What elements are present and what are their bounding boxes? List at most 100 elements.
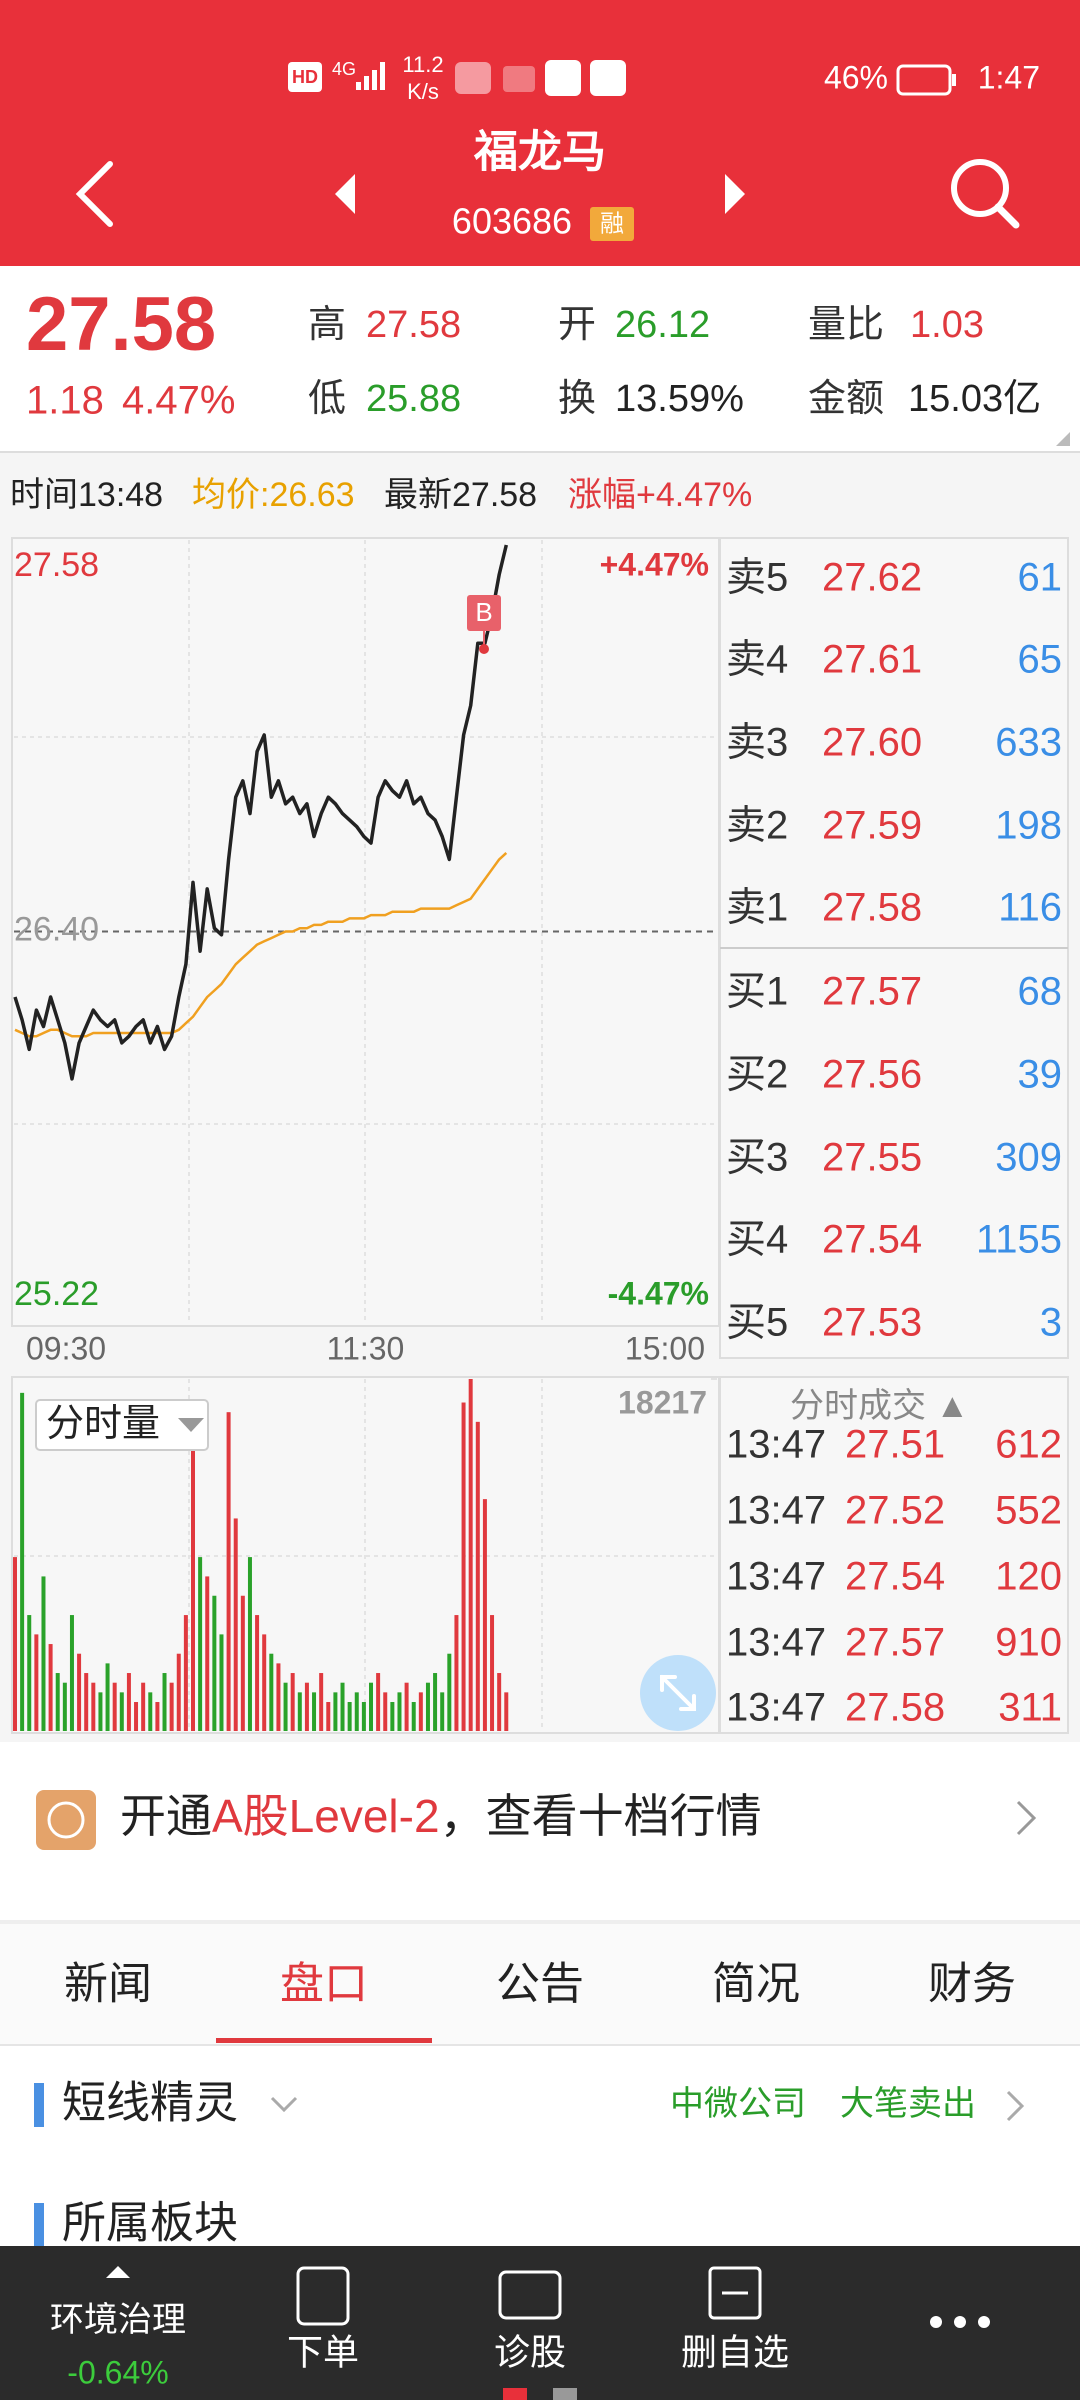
stat-value: 27.58 <box>366 304 461 346</box>
prev-stock[interactable] <box>335 174 355 214</box>
search-button[interactable] <box>951 159 1020 229</box>
volume-bar <box>262 1634 267 1731</box>
status-time: 1:47 <box>978 59 1040 95</box>
volume-bar <box>112 1682 117 1731</box>
volume-bar <box>376 1673 381 1731</box>
margin-badge: 融 <box>600 210 624 237</box>
volume-bar <box>490 1615 495 1731</box>
y-tick-label: 25.22 <box>14 1275 99 1313</box>
section-toggle[interactable] <box>270 2096 298 2113</box>
info-change: 涨幅+4.47% <box>568 476 752 514</box>
volume-bar <box>134 1702 139 1731</box>
volume-bar <box>397 1692 402 1731</box>
section-signal[interactable]: 大笔卖出 <box>840 2085 976 2123</box>
tab[interactable]: 公告 <box>496 1960 584 2009</box>
banner-text: 开通A股Level-2，查看十档行情 <box>120 1790 762 1842</box>
trade-time: 13:47 <box>726 1555 826 1599</box>
tab[interactable]: 简况 <box>712 1960 800 2009</box>
book-volume: 309 <box>995 1136 1062 1180</box>
book-level: 买4 <box>726 1218 788 1262</box>
book-price: 27.53 <box>822 1301 922 1345</box>
book-volume: 116 <box>998 886 1062 930</box>
volume-bar <box>69 1615 74 1731</box>
stat-label: 开 <box>558 304 596 346</box>
section-company[interactable]: 中微公司 <box>670 2085 806 2123</box>
next-stock[interactable] <box>725 174 745 214</box>
book-level: 买1 <box>726 970 788 1014</box>
book-volume: 65 <box>1018 638 1063 682</box>
section-bar <box>34 2203 44 2247</box>
volume-bar <box>383 1692 388 1731</box>
x-tick-label: 11:30 <box>327 1330 405 1366</box>
back-button[interactable] <box>75 161 113 227</box>
stat-value: 1.03 <box>910 304 984 346</box>
volume-bar <box>333 1692 338 1731</box>
trade-volume: 910 <box>995 1621 1062 1665</box>
quote-stats: 高 27.58 开 26.12 量比 1.03 低 25.88 换 13.59%… <box>308 304 1041 420</box>
volume-bar <box>191 1441 195 1731</box>
volume-bar <box>340 1682 345 1731</box>
volume-bar <box>276 1663 281 1731</box>
info-time: 时间13:48 <box>10 476 163 514</box>
tab-bar-bg <box>0 1924 1080 2045</box>
section-title[interactable]: 短线精灵 <box>62 2079 238 2128</box>
stock-name: 福龙马 <box>473 128 606 177</box>
diagnose-icon <box>498 2270 562 2320</box>
battery-icon <box>896 64 952 96</box>
volume-label: 分时量 <box>46 1403 160 1445</box>
volume-bar <box>62 1682 67 1731</box>
volume-bar <box>212 1595 217 1731</box>
sector-arrow <box>106 2266 130 2278</box>
volume-dropdown[interactable] <box>35 1399 209 1451</box>
status-signal: 4G <box>332 59 356 79</box>
plot-layer: 27.58 26.40 25.22 +4.47% -4.47% 09:30 11:30 15:… <box>13 544 1063 1731</box>
remove-button[interactable]: 删自选 <box>681 2332 789 2373</box>
volume-bar <box>255 1615 260 1731</box>
trade-price: 27.54 <box>845 1555 945 1599</box>
book-volume: 61 <box>1018 556 1063 600</box>
book-price: 27.54 <box>822 1218 922 1262</box>
book-level: 卖2 <box>726 804 788 848</box>
trade-volume: 612 <box>995 1423 1062 1467</box>
tab[interactable]: 盘口 <box>280 1960 368 2009</box>
volume-bar <box>198 1557 203 1731</box>
price-line <box>13 544 509 1081</box>
volume-bar <box>48 1644 53 1731</box>
diagnose-button[interactable]: 诊股 <box>494 2332 566 2373</box>
banner-chevron <box>1016 1800 1037 1836</box>
volume-bar <box>411 1702 416 1731</box>
volume-bar <box>361 1702 366 1731</box>
app-icon <box>590 60 626 96</box>
volume-bar <box>497 1673 502 1731</box>
stat-label: 高 <box>308 304 346 346</box>
volume-bar <box>304 1682 309 1731</box>
banner-bg[interactable] <box>0 1742 1080 1920</box>
banner-icon <box>36 1790 96 1850</box>
book-volume: 68 <box>1018 970 1063 1014</box>
volume-bar <box>13 1557 17 1731</box>
page-indicator <box>503 2388 527 2400</box>
trades-list: 13:47 27.51 612 13:47 27.52 552 13:47 27.54 120 1… <box>726 1423 1062 1730</box>
volume-bar <box>269 1653 274 1731</box>
more-button[interactable] <box>930 2316 990 2328</box>
book-volume: 3 <box>1040 1301 1062 1345</box>
volume-bar <box>354 1692 359 1731</box>
tab[interactable]: 财务 <box>928 1960 1016 2009</box>
sector-name[interactable]: 环境治理 <box>50 2301 186 2339</box>
book-level: 卖3 <box>726 721 788 765</box>
order-button[interactable]: 下单 <box>287 2332 359 2373</box>
info-bg <box>0 452 1080 532</box>
stat-value: 25.88 <box>366 378 461 420</box>
x-tick-label: 09:30 <box>26 1330 106 1366</box>
volume-bar <box>205 1576 210 1731</box>
volume-bar <box>504 1692 509 1731</box>
banner-highlight: A股Level-2 <box>212 1790 440 1842</box>
tab[interactable]: 新闻 <box>64 1960 152 2009</box>
book-volume: 1155 <box>976 1218 1062 1262</box>
volume-bar <box>183 1615 188 1731</box>
stat-value: 13.59% <box>615 378 744 420</box>
volume-bar <box>404 1682 409 1731</box>
book-volume: 39 <box>1018 1053 1063 1097</box>
volume-bar <box>126 1673 131 1731</box>
